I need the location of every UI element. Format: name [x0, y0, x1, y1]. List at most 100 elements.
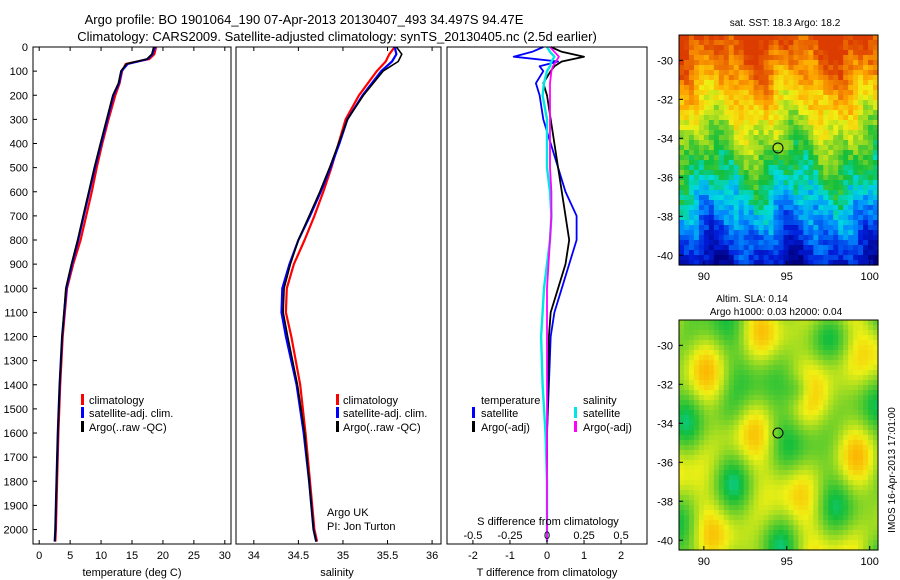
- heatmap-cell: [793, 345, 799, 351]
- heatmap-cell: [858, 225, 864, 231]
- heatmap-cell: [708, 355, 715, 361]
- heatmap-cell: [753, 330, 760, 336]
- heatmap-cell: [703, 175, 710, 181]
- heatmap-cell: [838, 475, 844, 481]
- heatmap-cell: [698, 60, 705, 66]
- heatmap-cell: [788, 245, 795, 251]
- heatmap-cell: [863, 370, 869, 376]
- heatmap-cell: [728, 470, 735, 476]
- heatmap-cell: [868, 165, 874, 171]
- heatmap-cell: [708, 500, 715, 506]
- heatmap-cell: [818, 155, 824, 161]
- heatmap-cell: [728, 160, 735, 166]
- heatmap-cell: [738, 325, 745, 331]
- heatmap-cell: [823, 520, 829, 526]
- heatmap-cell: [798, 425, 804, 431]
- heatmap-cell: [703, 470, 710, 476]
- heatmap-cell: [688, 455, 695, 461]
- heatmap-cell: [793, 255, 799, 261]
- heatmap-cell: [738, 175, 745, 181]
- latitude-label: -38: [657, 211, 673, 223]
- heatmap-cell: [853, 395, 859, 401]
- heatmap-cell: [818, 545, 824, 551]
- heatmap-cell: [708, 210, 715, 216]
- heatmap-cell: [818, 360, 824, 366]
- heatmap-cell: [848, 355, 854, 361]
- heatmap-cell: [783, 130, 790, 136]
- heatmap-cell: [783, 390, 790, 396]
- heatmap-cell: [853, 435, 859, 441]
- depth-tick-label: 300: [10, 114, 28, 126]
- heatmap-cell: [698, 465, 705, 471]
- heatmap-cell: [708, 545, 715, 551]
- heatmap-cell: [853, 520, 859, 526]
- heatmap-cell: [873, 190, 879, 196]
- heatmap-cell: [873, 35, 879, 41]
- heatmap-cell: [803, 415, 809, 421]
- heatmap-cell: [713, 110, 720, 116]
- heatmap-cell: [728, 395, 735, 401]
- heatmap-cell: [679, 470, 685, 476]
- heatmap-cell: [873, 530, 879, 536]
- heatmap-cell: [728, 515, 735, 521]
- heatmap-cell: [688, 210, 695, 216]
- heatmap-cell: [693, 385, 700, 391]
- heatmap-cell: [753, 160, 760, 166]
- heatmap-cell: [753, 525, 760, 531]
- heatmap-cell: [713, 200, 720, 206]
- heatmap-cell: [753, 375, 760, 381]
- heatmap-cell: [778, 260, 785, 266]
- heatmap-cell: [833, 180, 839, 186]
- heatmap-cell: [823, 410, 829, 416]
- heatmap-cell: [743, 235, 750, 241]
- heatmap-cell: [868, 510, 874, 516]
- heatmap-cell: [818, 465, 824, 471]
- heatmap-cell: [853, 545, 859, 551]
- heatmap-cell: [838, 335, 844, 341]
- heatmap-cell: [818, 515, 824, 521]
- heatmap-cell: [848, 490, 854, 496]
- heatmap-cell: [718, 395, 725, 401]
- heatmap-cell: [708, 160, 715, 166]
- heatmap-cell: [808, 215, 814, 221]
- heatmap-cell: [743, 225, 750, 231]
- heatmap-cell: [813, 140, 819, 146]
- heatmap-cell: [748, 515, 755, 521]
- heatmap-cell: [688, 505, 695, 511]
- heatmap-cell: [808, 360, 814, 366]
- heatmap-cell: [778, 360, 785, 366]
- heatmap-cell: [758, 530, 765, 536]
- heatmap-cell: [873, 455, 879, 461]
- heatmap-cell: [828, 65, 834, 71]
- series-line-climatology: [284, 46, 396, 542]
- heatmap-cell: [808, 515, 814, 521]
- heatmap-cell: [748, 535, 755, 541]
- heatmap-cell: [808, 415, 814, 421]
- heatmap-cell: [813, 45, 819, 51]
- heatmap-cell: [808, 505, 814, 511]
- heatmap-cell: [848, 105, 854, 111]
- heatmap-cell: [753, 90, 760, 96]
- heatmap-cell: [683, 335, 690, 341]
- heatmap-cell: [833, 340, 839, 346]
- heatmap-cell: [723, 175, 730, 181]
- heatmap-cell: [813, 510, 819, 516]
- heatmap-cell: [783, 205, 790, 211]
- heatmap-cell: [698, 225, 705, 231]
- heatmap-cell: [793, 40, 799, 46]
- heatmap-cell: [768, 190, 775, 196]
- heatmap-cell: [743, 245, 750, 251]
- heatmap-cell: [738, 490, 745, 496]
- x-tick-label: 1: [581, 550, 587, 562]
- heatmap-cell: [853, 230, 859, 236]
- heatmap-cell: [738, 90, 745, 96]
- heatmap-cell: [868, 195, 874, 201]
- heatmap-cell: [828, 105, 834, 111]
- heatmap-cell: [798, 530, 804, 536]
- heatmap-cell: [773, 90, 780, 96]
- heatmap-cell: [873, 475, 879, 481]
- heatmap-cell: [803, 345, 809, 351]
- heatmap-cell: [783, 50, 790, 56]
- heatmap-cell: [873, 465, 879, 471]
- heatmap-cell: [858, 360, 864, 366]
